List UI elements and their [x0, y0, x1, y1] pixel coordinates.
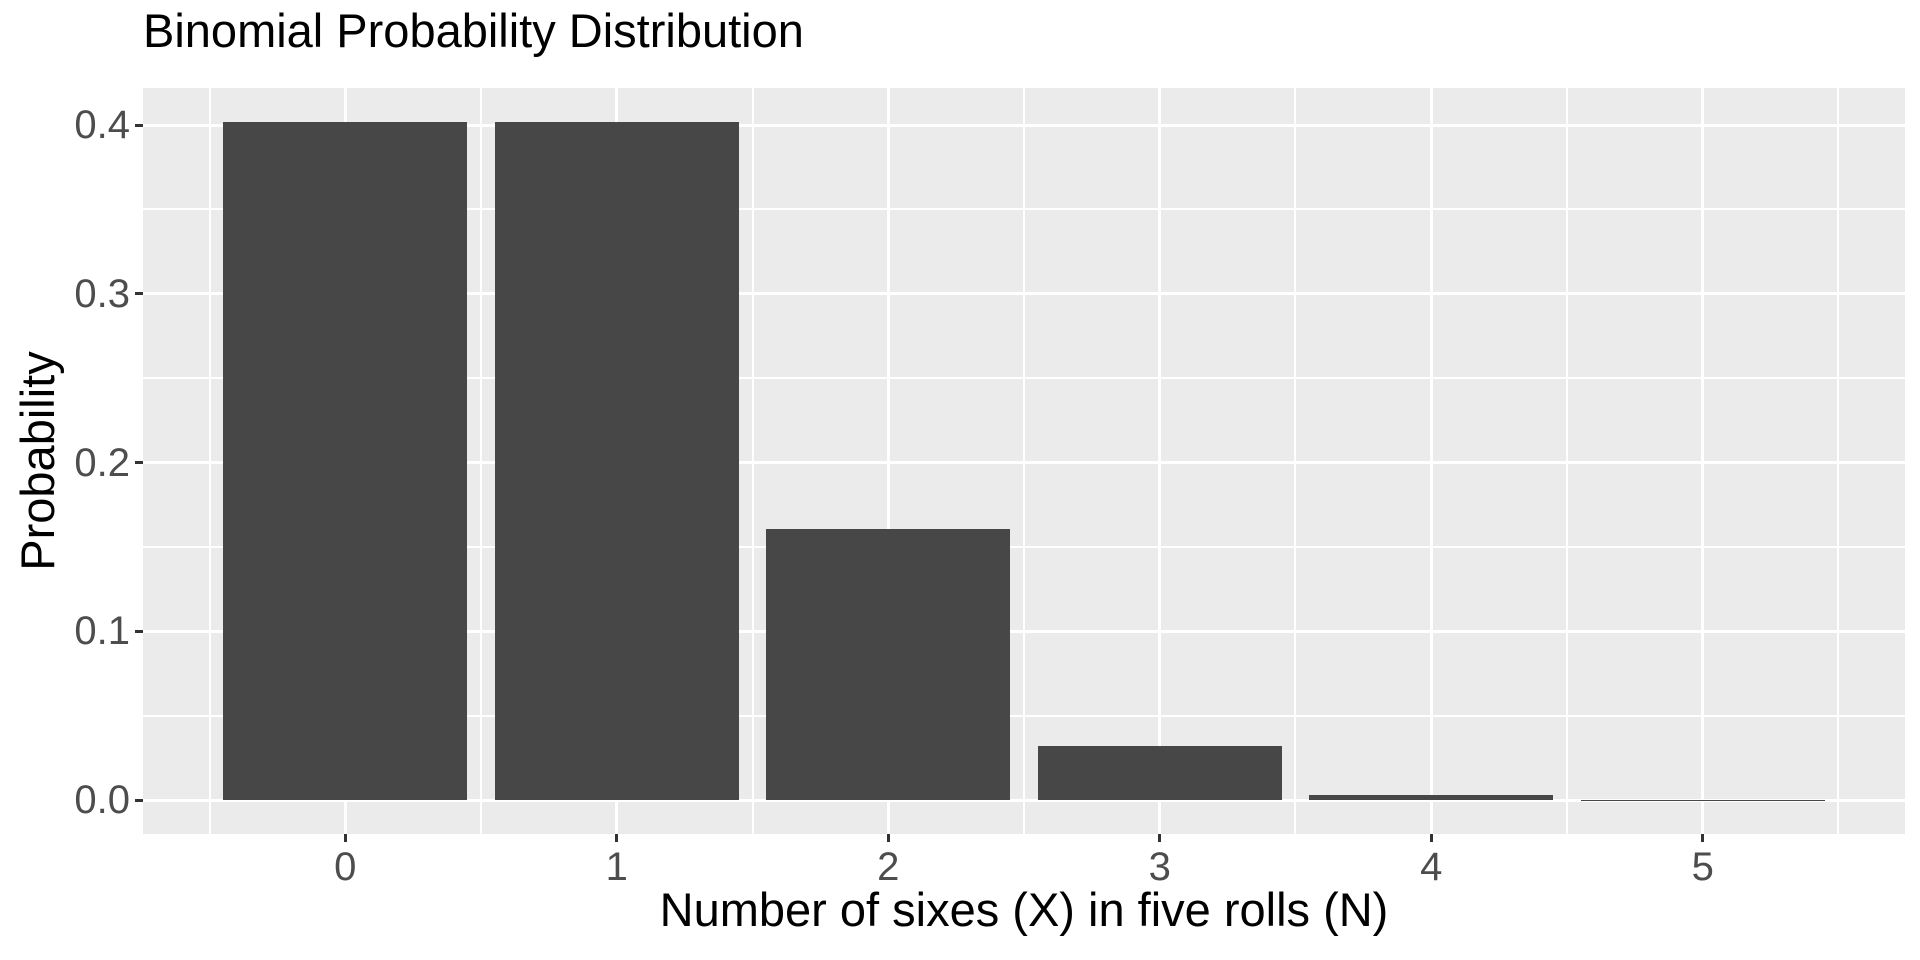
gridline-minor-x	[1023, 88, 1025, 834]
gridline-minor-x	[208, 88, 211, 834]
chart-title: Binomial Probability Distribution	[143, 4, 804, 57]
y-axis-tick	[135, 292, 143, 296]
x-axis-tick	[886, 834, 890, 842]
x-axis-title: Number of sixes (X) in five rolls (N)	[659, 883, 1389, 936]
bar	[766, 528, 1011, 801]
gridline-minor-x	[480, 88, 482, 834]
gridline-major-y	[143, 292, 1905, 296]
y-axis-tick	[135, 123, 143, 127]
x-tick-label: 0	[334, 845, 357, 889]
x-tick-label: 1	[605, 845, 628, 889]
gridline-minor-x	[1294, 88, 1297, 834]
gridline-minor-x	[1837, 88, 1840, 834]
gridline-major-x	[1158, 88, 1162, 834]
gridline-major-y	[143, 123, 1905, 127]
x-tick-label: 2	[877, 845, 900, 889]
bar	[223, 121, 468, 801]
gridline-minor-x	[1565, 88, 1568, 834]
gridline-minor-x	[751, 88, 754, 834]
x-axis-tick	[1429, 834, 1433, 842]
x-axis-tick	[615, 834, 619, 842]
bar	[1037, 745, 1282, 801]
gridline-major-y	[143, 798, 1905, 802]
y-axis-tick	[135, 629, 143, 633]
plot-panel	[143, 88, 1905, 834]
gridline-major-x	[886, 88, 890, 834]
y-axis-tick	[135, 461, 143, 465]
x-axis-tick	[1701, 834, 1705, 842]
x-tick-label: 5	[1691, 845, 1714, 889]
x-axis-tick	[1158, 834, 1162, 842]
bar	[494, 121, 739, 801]
bar	[1309, 794, 1554, 801]
y-axis-title: Probability	[10, 88, 66, 834]
gridline-major-y	[143, 461, 1905, 465]
y-axis-title-text: Probability	[11, 351, 64, 571]
x-tick-label: 3	[1148, 845, 1171, 889]
x-tick-label: 4	[1420, 845, 1443, 889]
gridline-major-x	[1701, 88, 1705, 834]
y-axis-tick	[135, 798, 143, 802]
x-axis-tick	[343, 834, 347, 842]
gridline-major-y	[143, 629, 1905, 633]
gridline-major-x	[1429, 88, 1433, 834]
